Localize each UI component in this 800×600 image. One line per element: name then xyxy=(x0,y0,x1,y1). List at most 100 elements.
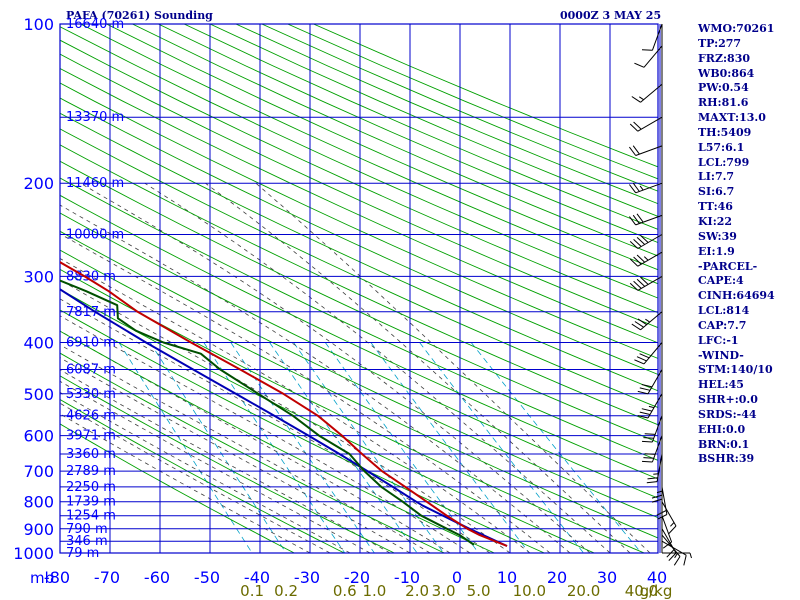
wind-barb-flag xyxy=(646,481,658,484)
wind-barb-staff xyxy=(661,515,673,543)
temperature-tick-label: -50 xyxy=(194,568,220,587)
chart-title: PAFA (70261) Sounding xyxy=(66,9,213,22)
wind-barb xyxy=(629,234,663,249)
stability-indices-panel: WMO:70261 TP:277 FRZ:830 WB0:864 PW:0.54 RH:8… xyxy=(698,22,798,467)
wind-barb xyxy=(641,435,663,463)
mixing-ratio-label: 20.0 xyxy=(567,582,600,600)
wind-barb-half-flag xyxy=(643,256,649,261)
wind-barb-flag xyxy=(633,256,642,265)
stability-index: CINH:64694 xyxy=(698,289,775,303)
wind-barb-staff xyxy=(661,501,677,527)
wind-barb-staff xyxy=(640,311,663,331)
wind-barb-staff xyxy=(635,145,663,156)
wind-barb-half-flag xyxy=(645,318,650,323)
wind-barb xyxy=(661,515,673,549)
wind-barb-flag xyxy=(656,510,667,516)
mixing-ratio-label: 0.2 xyxy=(274,582,298,600)
wind-barb-half-flag xyxy=(653,473,659,475)
temperature-tick-label: 40 xyxy=(647,568,667,587)
wind-barb-flag xyxy=(641,49,653,51)
wind-barb-flag xyxy=(641,460,653,463)
mixing-ratio-line xyxy=(149,342,287,553)
temperature-tick-label: 30 xyxy=(597,568,617,587)
wind-barb xyxy=(661,534,681,566)
dry-adiabat-line xyxy=(60,82,658,359)
wind-barb-flag xyxy=(629,123,639,132)
temperature-tick-label: -10 xyxy=(394,568,420,587)
mixing-ratio-line xyxy=(419,342,584,553)
wind-barb-staff xyxy=(651,23,663,51)
wind-barb-flag xyxy=(636,237,646,245)
stability-index: RH:81.6 xyxy=(698,96,749,110)
temperature-tick-label: -80 xyxy=(44,568,70,587)
dewpoint-trace xyxy=(60,279,475,546)
dry-adiabat-line xyxy=(60,53,658,329)
stability-index: L57:6.1 xyxy=(698,140,745,154)
dewpoint-line xyxy=(60,279,475,546)
wind-barb-half-flag xyxy=(674,553,678,559)
temperature-tick-label: 0 xyxy=(452,568,462,587)
wind-barb-flag xyxy=(640,276,649,285)
wind-barb-flag xyxy=(641,440,653,443)
wind-barb-flag xyxy=(673,556,681,566)
pressure-label: 300 xyxy=(23,267,54,286)
wind-barb-flag xyxy=(637,390,649,395)
height-label: 2789 m xyxy=(66,464,116,479)
wind-barb-flag xyxy=(631,96,641,103)
height-label: 8830 m xyxy=(66,269,116,284)
stability-index: SW:39 xyxy=(698,229,737,243)
wind-barb-flag xyxy=(683,555,687,566)
wind-barb-staff xyxy=(656,453,663,482)
temperature-tick-label: -30 xyxy=(294,568,320,587)
wind-barb-flag xyxy=(643,437,654,439)
wind-barb-flag xyxy=(633,239,642,247)
wind-barb-staff xyxy=(647,369,663,395)
wind-barb-staff xyxy=(637,234,663,249)
wind-barb-flag xyxy=(629,146,637,156)
dry-adiabat-line xyxy=(60,160,658,443)
pressure-temperature-grid xyxy=(59,23,661,554)
mixing-ratio-label: 1.0 xyxy=(362,582,386,600)
wind-barb-flag xyxy=(636,213,644,223)
wind-barb-staff xyxy=(643,342,663,365)
mixing-ratio-label: 3.0 xyxy=(432,582,456,600)
stability-index: CAPE:4 xyxy=(698,274,744,288)
wind-barb-flag xyxy=(668,552,677,561)
moist-adiabat-line xyxy=(255,182,651,553)
pressure-label: 900 xyxy=(23,520,54,539)
stability-index: STM:140/10 xyxy=(698,363,773,377)
pressure-label: 400 xyxy=(23,334,54,353)
wind-barb-flag xyxy=(644,453,656,455)
stability-index: LCL:814 xyxy=(698,304,750,318)
dry-adiabat-line xyxy=(60,194,658,480)
wind-barb-flag xyxy=(651,498,663,503)
stability-index: CAP:7.7 xyxy=(698,318,747,332)
moist-adiabat-line xyxy=(60,279,511,553)
wind-barbs xyxy=(629,23,692,566)
temperature-tick-label: -20 xyxy=(344,568,370,587)
temperature-trace xyxy=(60,261,508,547)
height-label: 16640 m xyxy=(66,17,124,32)
moist-adiabat-line xyxy=(60,344,431,553)
moist-adiabat-line xyxy=(60,298,491,553)
moist-adiabat-line xyxy=(60,369,391,553)
height-label: 2250 m xyxy=(66,480,116,495)
height-label: 6910 m xyxy=(66,336,116,351)
wind-barb-flag xyxy=(647,477,658,480)
parcel-line xyxy=(60,288,508,547)
mixing-ratio-line xyxy=(203,342,346,553)
height-label: 4626 m xyxy=(66,409,116,424)
stability-index: -WIND- xyxy=(698,348,744,362)
stability-index: EI:1.9 xyxy=(698,244,735,258)
wind-barb-flag xyxy=(634,359,645,365)
pressure-label: 500 xyxy=(23,385,54,404)
height-label: 13370 m xyxy=(66,110,124,125)
mixing-ratio-label: 5.0 xyxy=(467,582,491,600)
wind-barb-staff xyxy=(661,486,668,515)
mixing-ratio-lines xyxy=(118,342,642,553)
pressure-label: 800 xyxy=(23,493,54,512)
wind-barb-flag xyxy=(632,214,640,224)
wind-barb-flag xyxy=(636,278,646,287)
stability-index: HEL:45 xyxy=(698,378,744,392)
wind-barb xyxy=(629,251,663,267)
